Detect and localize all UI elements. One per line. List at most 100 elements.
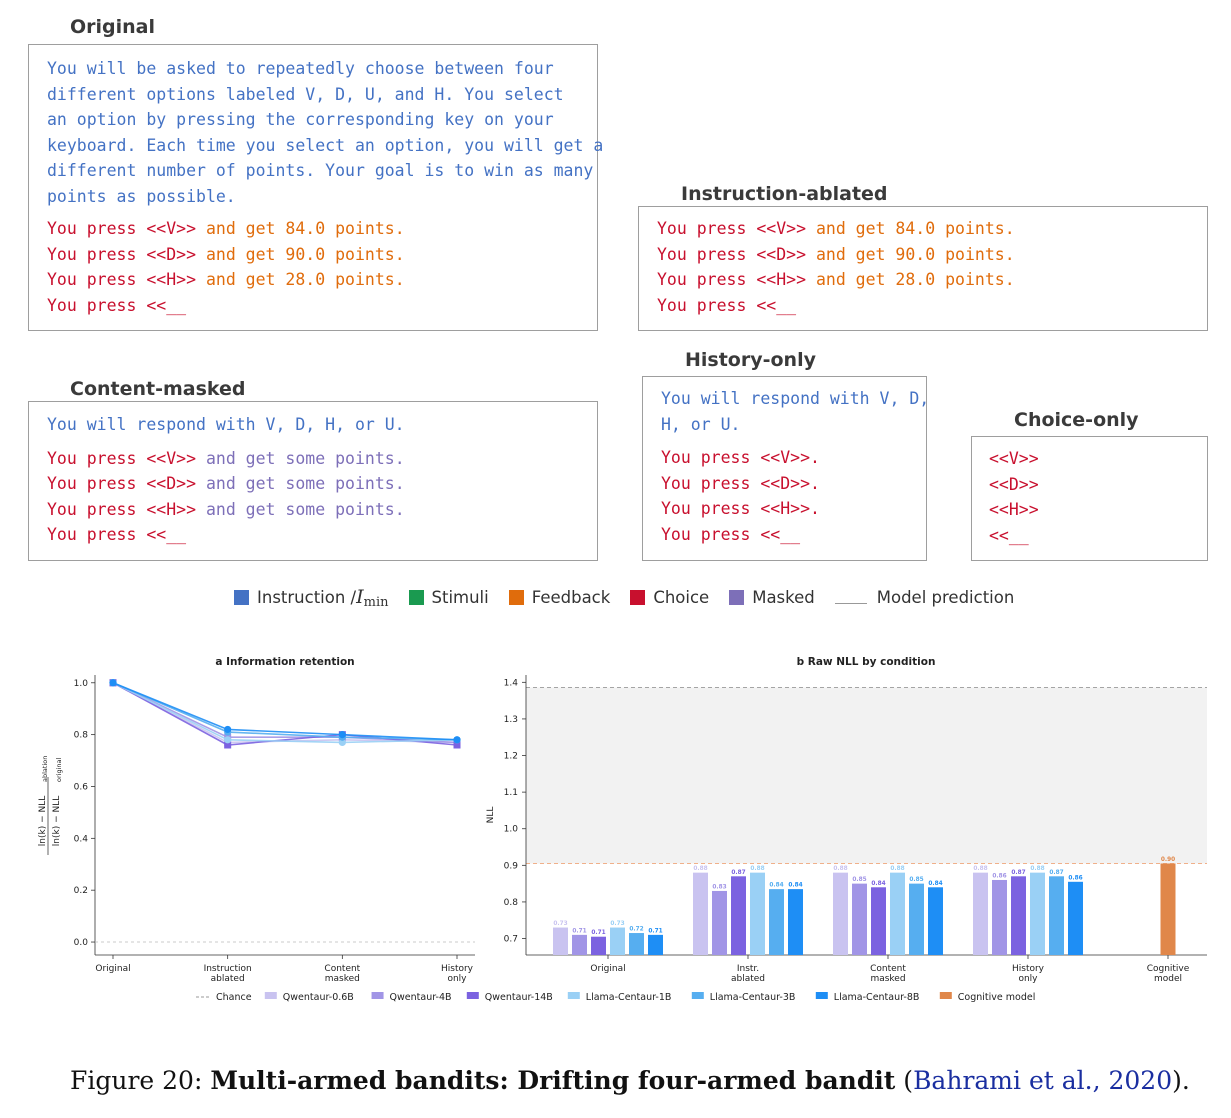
- instruction-line: points as possible.: [47, 186, 236, 206]
- chart-b-y-tick-label: 1.1: [504, 788, 518, 798]
- chart-a-y-tick-label: 0.0: [74, 938, 89, 948]
- trial-line: You press <<V>> and get some points.: [47, 446, 405, 472]
- chart-b-bar-label: 0.88: [890, 866, 904, 872]
- chart-b-bar: [648, 934, 663, 955]
- legend-feedback: Feedback: [508, 587, 611, 607]
- figure-caption: Figure 20: Multi-armed bandits: Drifting…: [70, 1066, 1190, 1095]
- chart-b-x-tick-label: Content: [870, 964, 906, 974]
- masked-text: and get some points.: [196, 499, 405, 519]
- chart-legend-swatch: [939, 992, 952, 999]
- chart-legend: Chance Qwentaur-0.6B Qwentaur-4B Qwentaur-1…: [196, 992, 1035, 1003]
- chart-b-bar-label: 0.88: [973, 866, 987, 872]
- legend-stimuli: Stimuli: [408, 588, 489, 607]
- chart-legend-swatch: [691, 992, 704, 999]
- chart-b-bar: [890, 872, 905, 955]
- prompt-line: You press <<__: [47, 295, 187, 315]
- chart-a-y-tick-label: 0.2: [74, 886, 88, 896]
- content-masked-text: You will respond with V, D, H, or U. You…: [47, 412, 405, 548]
- chart-a-y-label-num-sub: ablation: [41, 756, 49, 782]
- instruction-line: H, or U.: [661, 414, 741, 434]
- chart-a-x-tick-label: Instruction: [204, 964, 252, 974]
- chart-a-title: a Information retention: [215, 656, 354, 668]
- chart-b-y-tick-label: 1.0: [504, 825, 519, 835]
- chart-b-bar-label: 0.88: [750, 866, 764, 872]
- chart-legend-swatch: [466, 992, 479, 999]
- legend-math-i: I: [356, 586, 364, 608]
- chart-b-bar: [629, 933, 644, 955]
- chart-a-point: [338, 738, 346, 747]
- chart-b-bar-label: 0.71: [648, 928, 662, 934]
- chart-b-y-label: NLL: [486, 807, 496, 824]
- chart-b-x-tick-label: Original: [590, 964, 625, 974]
- chart-b-y-tick-label: 0.8: [504, 898, 519, 908]
- legend-label-masked: Masked: [752, 587, 815, 607]
- choice-text: You press <<H>>: [657, 270, 807, 289]
- masked-text: and get some points.: [196, 474, 405, 493]
- chart-a-x-tick-label: ablated: [211, 974, 245, 984]
- trial-line: You press <<V>>.: [661, 448, 820, 467]
- chart-a-series-line: [112, 682, 458, 741]
- chart-b-bar-label: 0.83: [712, 884, 726, 890]
- chart-a-y-tick-label: 0.4: [74, 834, 89, 844]
- panel-title-original: Original: [60, 16, 166, 38]
- legend-swatch-instruction: [234, 589, 249, 605]
- chart-a-x-tick-label: Content: [324, 964, 360, 974]
- chart-b-bar-label: 0.90: [1161, 857, 1175, 863]
- panel-title-history-only: History-only: [675, 349, 826, 371]
- chart-b-bar: [1049, 876, 1064, 955]
- chart-b-bar-label: 0.87: [1011, 870, 1025, 876]
- chart-b-bar-label: 0.85: [909, 877, 923, 883]
- instruction-ablated-text: You press <<V>> and get 84.0 points. You…: [657, 216, 1015, 318]
- chart-b-bar-label: 0.73: [610, 921, 624, 927]
- chart-b-bar-label: 0.84: [871, 881, 885, 887]
- chart-a-series-line: [112, 682, 458, 744]
- instruction-line: You will be asked to repeatedly choose b…: [47, 59, 554, 78]
- chart-a-y-tick-label: 0.8: [74, 731, 89, 741]
- panel-history-only: [642, 376, 927, 561]
- trial-line: You press <<H>> and get some points.: [47, 497, 405, 523]
- chart-b-bar-label: 0.88: [1030, 866, 1044, 872]
- chart-b-bar: [871, 887, 886, 955]
- masked-text: and get some points.: [196, 448, 405, 468]
- chart-b-bar-label: 0.72: [629, 927, 643, 933]
- chart-b-title: b Raw NLL by condition: [797, 656, 936, 668]
- chart-a-series-line: [112, 682, 458, 744]
- instruction-line: different number of points. Your goal is…: [47, 161, 594, 180]
- chart-b-y-tick-label: 0.7: [504, 935, 518, 945]
- chart-b-y-tick-label: 1.2: [504, 752, 518, 762]
- choice-text: You press <<H>>: [47, 270, 197, 289]
- chart-a-point: [224, 725, 232, 734]
- feedback-text: and get 90.0 points.: [196, 244, 405, 264]
- trial-line: <<D>>: [989, 474, 1039, 494]
- chart-legend-label: Qwentaur-4B: [390, 992, 452, 1003]
- chart-b-bar: [572, 934, 587, 955]
- panel-title-content-masked: Content-masked: [60, 378, 256, 400]
- chart-b-bar-label: 0.86: [992, 873, 1006, 879]
- chart-b-bar: [973, 872, 988, 955]
- feedback-text: and get 84.0 points.: [806, 219, 1015, 238]
- legend-swatch-masked: [729, 589, 745, 605]
- prompt-line: <<__: [989, 525, 1029, 545]
- chart-legend-label: Llama-Centaur-8B: [834, 992, 920, 1003]
- legend-label-feedback: Feedback: [531, 587, 611, 607]
- chart-b-x-tick-label: History: [1012, 964, 1045, 974]
- chart-a-point: [338, 731, 346, 739]
- chart-a-point: [109, 679, 117, 687]
- legend-label-instruction: Instruction /: [257, 587, 357, 607]
- chart-a-series-line: [112, 682, 458, 746]
- trial-line: You press <<D>> and get 90.0 points.: [47, 242, 603, 268]
- chart-b-bar: [909, 883, 924, 955]
- chart-a-point: [453, 741, 461, 749]
- panel-content-masked: [28, 401, 598, 561]
- instruction-line: different options labeled V, D, U, and H…: [47, 84, 564, 104]
- chart-b-bar: [833, 872, 848, 955]
- legend-swatch-stimuli: [408, 589, 424, 605]
- chart-b-bar: [1011, 876, 1026, 955]
- caption-citation-link[interactable]: Bahrami et al., 2020: [913, 1066, 1173, 1095]
- feedback-text: and get 84.0 points.: [196, 219, 405, 238]
- chart-b-bar-label: 0.88: [833, 866, 847, 872]
- chart-a-x-tick-label: Original: [95, 964, 130, 974]
- chart-b-bar: [553, 927, 568, 955]
- chart-b-bar-label: 0.84: [788, 883, 802, 889]
